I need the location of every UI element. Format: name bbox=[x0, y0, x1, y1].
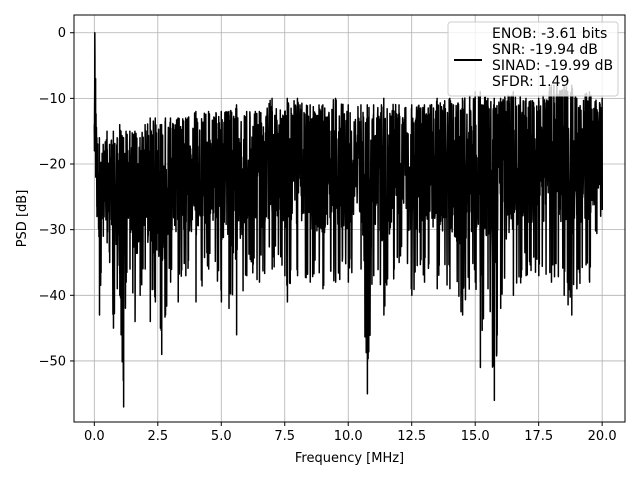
x-tick-label: 20.0 bbox=[588, 429, 617, 444]
psd-series-line bbox=[93, 31, 604, 408]
x-tick-label: 0.0 bbox=[84, 429, 105, 444]
x-tick-label: 17.5 bbox=[524, 429, 553, 444]
legend: ENOB: -3.61 bits SNR: -19.94 dB SINAD: -… bbox=[447, 21, 619, 97]
x-tick-label: 2.5 bbox=[147, 429, 168, 444]
x-tick-label: 15.0 bbox=[461, 429, 490, 444]
x-tick-label: 7.5 bbox=[274, 429, 295, 444]
legend-snr: SNR: -19.94 dB bbox=[492, 42, 598, 58]
legend-enob: ENOB: -3.61 bits bbox=[492, 26, 607, 42]
legend-sfdr: SFDR: 1.49 bbox=[492, 74, 569, 90]
y-tick-label: −30 bbox=[39, 223, 66, 238]
x-tick-label: 12.5 bbox=[397, 429, 426, 444]
x-tick-label: 10.0 bbox=[334, 429, 363, 444]
y-tick-label: 0 bbox=[58, 26, 66, 41]
legend-sinad: SINAD: -19.99 dB bbox=[492, 58, 613, 74]
plot-frame bbox=[73, 14, 626, 423]
x-axis-label: Frequency [MHz] bbox=[295, 451, 404, 466]
ticks: 0.0 2.5 5.0 7.5 10.0 12.5 15.0 17.5 20.0 0 −10 −20 −… bbox=[39, 26, 617, 444]
y-tick-label: −50 bbox=[39, 354, 66, 369]
x-tick-label: 5.0 bbox=[211, 429, 232, 444]
y-tick-label: −40 bbox=[39, 289, 66, 304]
y-tick-label: −20 bbox=[39, 158, 66, 173]
y-axis-label: PSD [dB] bbox=[15, 190, 30, 248]
data-layer bbox=[93, 31, 604, 408]
legend-box bbox=[447, 21, 619, 97]
y-tick-label: −10 bbox=[39, 92, 66, 107]
